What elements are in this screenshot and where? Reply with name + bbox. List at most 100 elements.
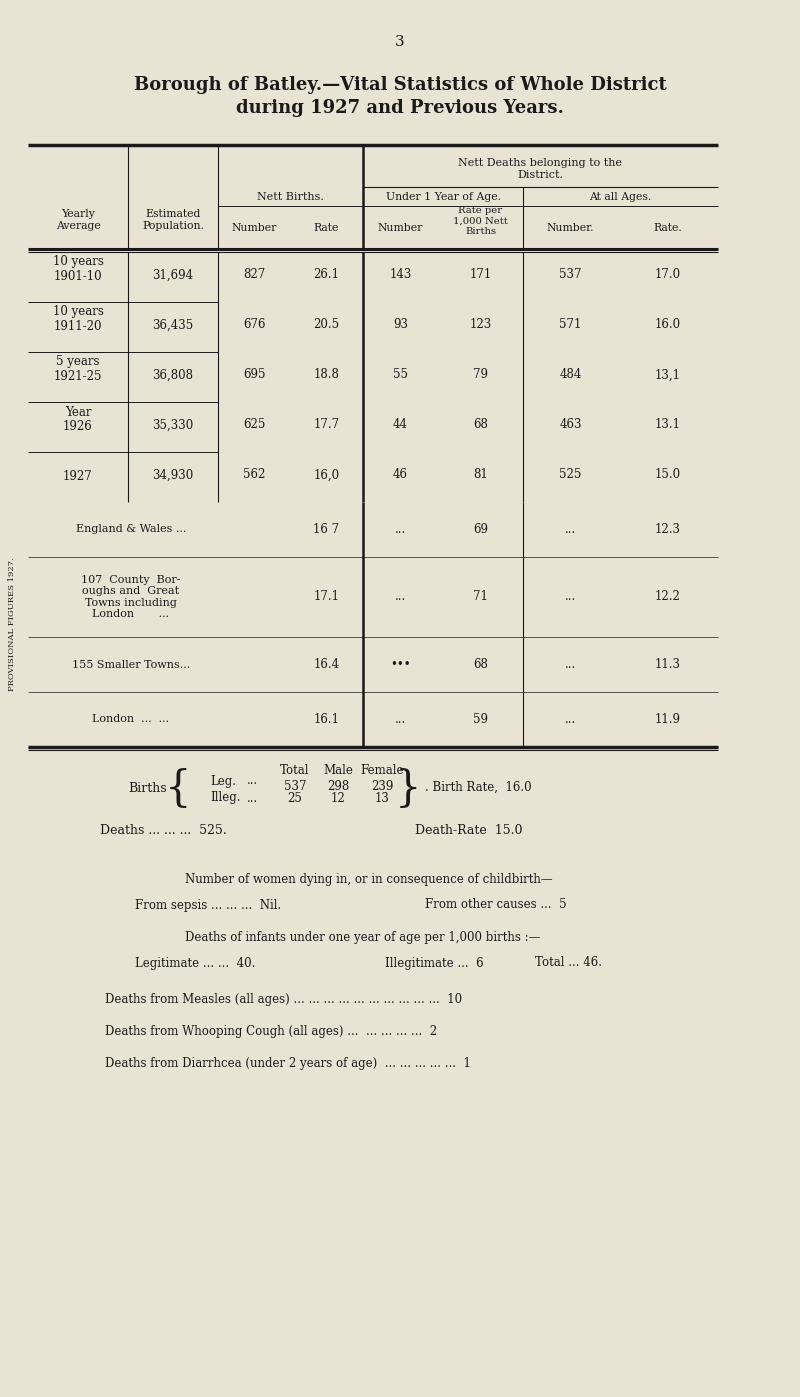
- Text: Estimated
Population.: Estimated Population.: [142, 210, 204, 231]
- Text: 16 7: 16 7: [314, 522, 339, 536]
- Text: 1911-20: 1911-20: [54, 320, 102, 332]
- Text: ...: ...: [247, 792, 258, 805]
- Text: 81: 81: [473, 468, 488, 482]
- Text: Deaths from Measles (all ages) ... ... ... ... ... ... ... ... ... ...  10: Deaths from Measles (all ages) ... ... .…: [105, 992, 462, 1006]
- Text: Rate: Rate: [314, 224, 339, 233]
- Text: 13: 13: [374, 792, 390, 805]
- Text: Under 1 Year of Age.: Under 1 Year of Age.: [386, 191, 501, 203]
- Text: Number: Number: [231, 224, 277, 233]
- Text: 16.4: 16.4: [314, 658, 339, 671]
- Text: 13,1: 13,1: [655, 369, 681, 381]
- Text: Deaths ... ... ...  525.: Deaths ... ... ... 525.: [100, 824, 226, 837]
- Text: ...: ...: [565, 712, 576, 726]
- Text: Leg.: Leg.: [210, 774, 236, 788]
- Text: Deaths from Whooping Cough (all ages) ...  ... ... ... ...  2: Deaths from Whooping Cough (all ages) ..…: [105, 1024, 437, 1038]
- Text: 1926: 1926: [63, 419, 93, 433]
- Text: From sepsis ... ... ...  Nil.: From sepsis ... ... ... Nil.: [135, 898, 282, 911]
- Text: 13.1: 13.1: [655, 419, 681, 432]
- Text: From other causes ...  5: From other causes ... 5: [425, 898, 566, 911]
- Text: 537: 537: [559, 268, 582, 282]
- Text: Illegitimate ...  6: Illegitimate ... 6: [385, 957, 484, 970]
- Text: 10 years: 10 years: [53, 256, 103, 268]
- Text: 11.9: 11.9: [655, 712, 681, 726]
- Text: 55: 55: [393, 369, 408, 381]
- Text: Nett Deaths belonging to the: Nett Deaths belonging to the: [458, 158, 622, 168]
- Text: 79: 79: [473, 369, 488, 381]
- Text: Rate per
1,000 Nett
Births: Rate per 1,000 Nett Births: [453, 207, 508, 236]
- Text: Rate.: Rate.: [654, 224, 682, 233]
- Text: 562: 562: [243, 468, 265, 482]
- Text: •••: •••: [390, 658, 411, 671]
- Text: 537: 537: [284, 781, 306, 793]
- Text: 12: 12: [330, 792, 346, 805]
- Text: 107  County  Bor-
oughs and  Great
Towns including
London       ...: 107 County Bor- oughs and Great Towns in…: [82, 574, 181, 619]
- Text: Births: Births: [129, 782, 167, 795]
- Text: 171: 171: [470, 268, 492, 282]
- Text: Death-Rate  15.0: Death-Rate 15.0: [415, 824, 522, 837]
- Text: 1901-10: 1901-10: [54, 270, 102, 282]
- Text: 15.0: 15.0: [655, 468, 681, 482]
- Text: 827: 827: [243, 268, 265, 282]
- Text: ...: ...: [395, 522, 406, 536]
- Text: Total ... 46.: Total ... 46.: [535, 957, 602, 970]
- Text: 123: 123: [470, 319, 492, 331]
- Text: 46: 46: [393, 468, 408, 482]
- Text: 17.0: 17.0: [655, 268, 681, 282]
- Text: ...: ...: [247, 774, 258, 788]
- Text: 12.3: 12.3: [655, 522, 681, 536]
- Text: Year: Year: [65, 405, 91, 419]
- Text: 35,330: 35,330: [152, 419, 194, 432]
- Text: ...: ...: [565, 522, 576, 536]
- Text: 525: 525: [559, 468, 582, 482]
- Text: Legitimate ... ...  40.: Legitimate ... ... 40.: [135, 957, 255, 970]
- Text: 10 years: 10 years: [53, 306, 103, 319]
- Text: 3: 3: [395, 35, 405, 49]
- Text: PROVISIONAL FIGURES 1927.: PROVISIONAL FIGURES 1927.: [8, 557, 16, 692]
- Text: 68: 68: [473, 658, 488, 671]
- Text: 1927: 1927: [63, 469, 93, 482]
- Text: Deaths of infants under one year of age per 1,000 births :—: Deaths of infants under one year of age …: [185, 930, 540, 943]
- Text: 34,930: 34,930: [152, 468, 194, 482]
- Text: Male: Male: [323, 764, 353, 778]
- Text: . Birth Rate,  16.0: . Birth Rate, 16.0: [425, 781, 532, 793]
- Text: Number.: Number.: [546, 224, 594, 233]
- Text: 44: 44: [393, 419, 408, 432]
- Text: 20.5: 20.5: [314, 319, 339, 331]
- Text: 695: 695: [242, 369, 266, 381]
- Text: 18.8: 18.8: [314, 369, 339, 381]
- Text: ...: ...: [395, 591, 406, 604]
- Text: Yearly
Average: Yearly Average: [56, 210, 100, 231]
- Text: Deaths from Diarrhcea (under 2 years of age)  ... ... ... ... ...  1: Deaths from Diarrhcea (under 2 years of …: [105, 1056, 471, 1070]
- Text: 1921-25: 1921-25: [54, 369, 102, 383]
- Text: ...: ...: [565, 658, 576, 671]
- Text: 25: 25: [287, 792, 302, 805]
- Text: 5 years: 5 years: [56, 355, 100, 369]
- Text: 463: 463: [559, 419, 582, 432]
- Text: 26.1: 26.1: [314, 268, 339, 282]
- Text: 11.3: 11.3: [655, 658, 681, 671]
- Text: 69: 69: [473, 522, 488, 536]
- Text: Number: Number: [378, 224, 423, 233]
- Text: Total: Total: [280, 764, 310, 778]
- Text: 625: 625: [243, 419, 265, 432]
- Text: England & Wales ...: England & Wales ...: [76, 524, 186, 535]
- Text: }: }: [394, 768, 422, 810]
- Text: ...: ...: [565, 591, 576, 604]
- Text: 143: 143: [390, 268, 412, 282]
- Text: 17.1: 17.1: [314, 591, 339, 604]
- Text: 59: 59: [473, 712, 488, 726]
- Text: Nett Births.: Nett Births.: [257, 191, 324, 203]
- Text: At all Ages.: At all Ages.: [590, 191, 652, 203]
- Text: 16,0: 16,0: [314, 468, 339, 482]
- Text: 298: 298: [327, 781, 349, 793]
- Text: Number of women dying in, or in consequence of childbirth—: Number of women dying in, or in conseque…: [185, 873, 553, 886]
- Text: Female: Female: [360, 764, 404, 778]
- Text: during 1927 and Previous Years.: during 1927 and Previous Years.: [236, 99, 564, 117]
- Text: 16.1: 16.1: [314, 712, 339, 726]
- Text: {: {: [165, 768, 191, 810]
- Text: 16.0: 16.0: [655, 319, 681, 331]
- Text: 36,808: 36,808: [153, 369, 194, 381]
- Text: 239: 239: [371, 781, 393, 793]
- Text: 68: 68: [473, 419, 488, 432]
- Text: ...: ...: [395, 712, 406, 726]
